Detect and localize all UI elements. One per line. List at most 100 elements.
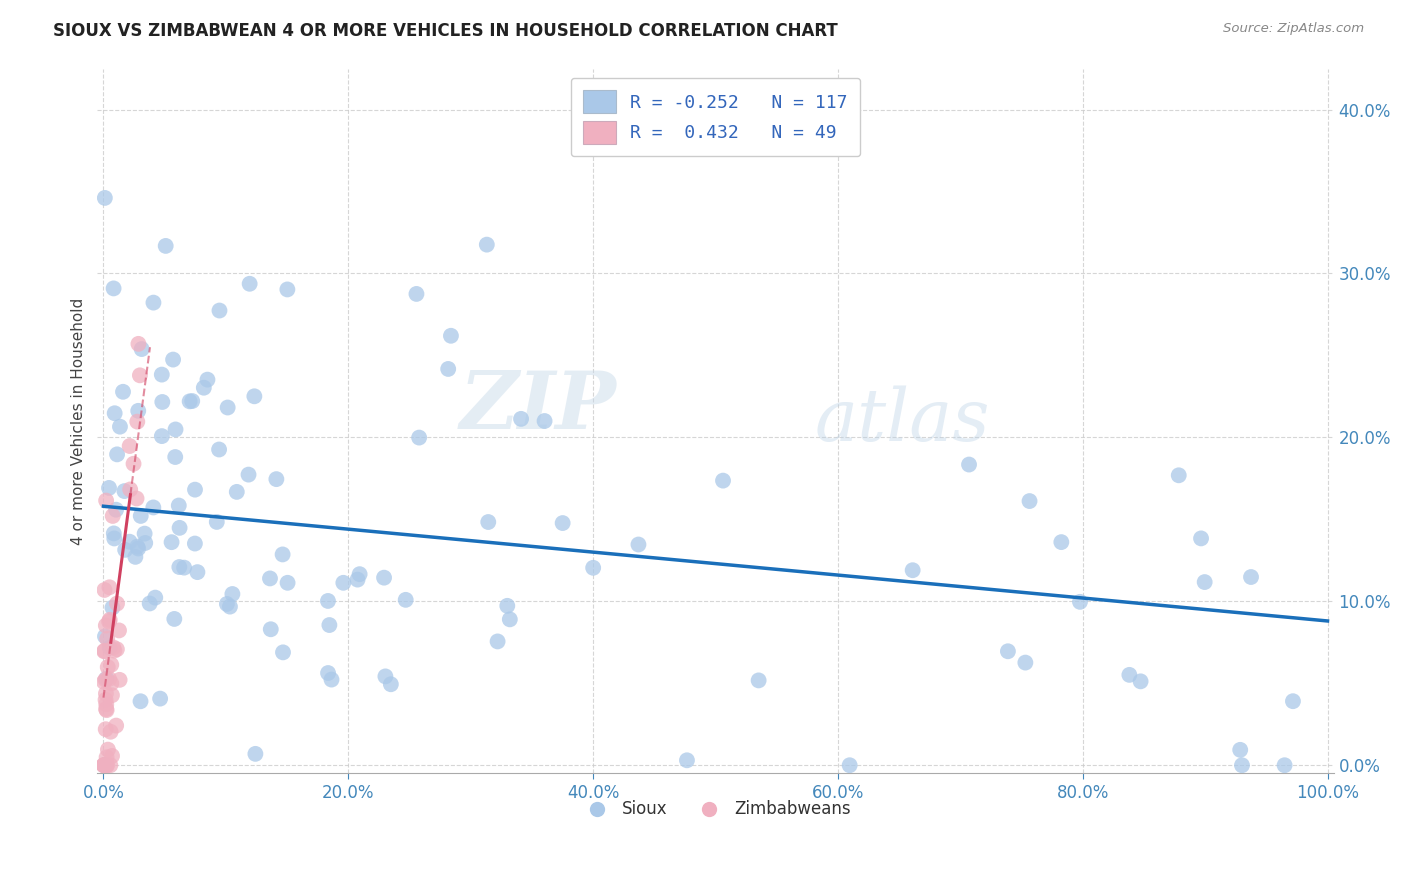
Point <box>94 629 117 643</box>
Point <box>108 624 131 638</box>
Point <box>101 600 124 615</box>
Point <box>260 622 283 636</box>
Point <box>193 381 215 395</box>
Point <box>118 534 141 549</box>
Point <box>238 467 260 482</box>
Point <box>105 447 128 461</box>
Point <box>208 303 231 318</box>
Point <box>197 373 219 387</box>
Point <box>103 640 125 655</box>
Point <box>1189 532 1212 546</box>
Point <box>160 535 183 549</box>
Point <box>239 277 262 291</box>
Point <box>98 672 121 686</box>
Point <box>510 412 533 426</box>
Point <box>101 748 124 763</box>
Point <box>1274 758 1296 772</box>
Point <box>181 394 204 409</box>
Point <box>215 597 238 611</box>
Point <box>94 493 117 508</box>
Point <box>155 239 177 253</box>
Point <box>748 673 770 688</box>
Point <box>346 573 368 587</box>
Point <box>93 644 115 658</box>
Point <box>98 615 121 629</box>
Point <box>1050 535 1073 549</box>
Point <box>167 499 190 513</box>
Point <box>131 342 153 356</box>
Point <box>93 644 115 658</box>
Point <box>100 724 122 739</box>
Point <box>105 718 128 732</box>
Point <box>477 515 499 529</box>
Point <box>380 677 402 691</box>
Point <box>582 561 605 575</box>
Point <box>373 571 395 585</box>
Point <box>122 457 145 471</box>
Point <box>124 549 146 564</box>
Point <box>127 540 149 554</box>
Point <box>150 429 173 443</box>
Point <box>94 758 117 772</box>
Point <box>94 673 117 687</box>
Point <box>496 599 519 613</box>
Point <box>349 567 371 582</box>
Point <box>96 703 118 717</box>
Point <box>838 758 860 772</box>
Point <box>98 481 121 495</box>
Point <box>127 336 149 351</box>
Point <box>150 395 173 409</box>
Point <box>627 537 650 551</box>
Point <box>94 693 117 707</box>
Point <box>318 618 340 632</box>
Point <box>108 673 131 687</box>
Point <box>103 643 125 657</box>
Point <box>98 640 121 655</box>
Point <box>1229 743 1251 757</box>
Point <box>105 642 128 657</box>
Point <box>276 282 298 296</box>
Point <box>169 521 191 535</box>
Point <box>395 592 418 607</box>
Point <box>120 483 142 497</box>
Point <box>711 474 734 488</box>
Point <box>127 415 149 429</box>
Point <box>94 702 117 716</box>
Text: SIOUX VS ZIMBABWEAN 4 OR MORE VEHICLES IN HOUSEHOLD CORRELATION CHART: SIOUX VS ZIMBABWEAN 4 OR MORE VEHICLES I… <box>53 22 838 40</box>
Point <box>143 591 166 605</box>
Point <box>96 698 118 712</box>
Point <box>111 384 134 399</box>
Point <box>184 536 207 550</box>
Point <box>150 368 173 382</box>
Point <box>93 758 115 772</box>
Point <box>173 560 195 574</box>
Point <box>103 532 125 546</box>
Point <box>134 526 156 541</box>
Point <box>1167 468 1189 483</box>
Point <box>94 722 117 736</box>
Point <box>316 594 339 608</box>
Point <box>129 368 152 383</box>
Point <box>374 669 396 683</box>
Point <box>408 431 430 445</box>
Point <box>125 491 148 506</box>
Point <box>142 295 165 310</box>
Point <box>108 419 131 434</box>
Point <box>1018 494 1040 508</box>
Point <box>149 691 172 706</box>
Point <box>98 580 121 594</box>
Point <box>486 634 509 648</box>
Point <box>127 541 149 556</box>
Point <box>259 571 281 585</box>
Point <box>1230 758 1253 772</box>
Point <box>103 526 125 541</box>
Point <box>97 742 120 756</box>
Point <box>162 352 184 367</box>
Point <box>1240 570 1263 584</box>
Point <box>321 673 343 687</box>
Point <box>96 672 118 686</box>
Point <box>101 508 124 523</box>
Point <box>179 394 201 409</box>
Point <box>551 516 574 530</box>
Text: Source: ZipAtlas.com: Source: ZipAtlas.com <box>1223 22 1364 36</box>
